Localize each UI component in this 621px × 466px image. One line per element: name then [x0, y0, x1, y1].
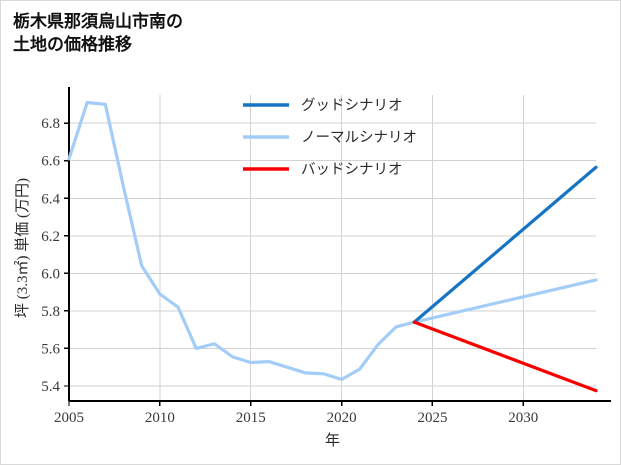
x-tick-label: 2030 — [508, 410, 538, 426]
y-tick-label: 5.6 — [41, 341, 60, 357]
series-group — [67, 100, 598, 393]
y-tick-label: 6.2 — [41, 229, 60, 245]
x-tick-label: 2025 — [417, 410, 447, 426]
series-line-ノーマルシナリオ — [67, 100, 598, 382]
legend-label-1: ノーマルシナリオ — [301, 130, 417, 146]
legend-label-2: バッドシナリオ — [301, 162, 403, 178]
x-tick-label: 2005 — [54, 410, 84, 426]
x-tick-label: 2020 — [327, 410, 357, 426]
y-tick-label: 6.4 — [41, 191, 60, 207]
series-line-バッドシナリオ — [412, 320, 598, 393]
y-tick-label: 6.8 — [41, 116, 60, 132]
gridlines-group — [68, 95, 596, 401]
y-tick-label: 6.6 — [41, 154, 60, 170]
y-tick-label: 6.0 — [41, 266, 60, 282]
y-tick-label: 5.4 — [41, 379, 60, 395]
page-title: 栃木県那須烏山市南の 土地の価格推移 — [13, 12, 183, 54]
axis-names-group: 年 坪 (3.3㎡) 単価 (万円) — [14, 178, 340, 449]
x-tick-label: 2010 — [145, 410, 175, 426]
x-tick-label: 2015 — [236, 410, 266, 426]
series-line-グッドシナリオ — [412, 165, 598, 324]
x-axis-label: 年 — [325, 432, 340, 449]
legend-label-0: グッドシナリオ — [301, 97, 403, 114]
axis-spines-group — [64, 87, 611, 406]
y-tick-label: 5.8 — [41, 304, 60, 320]
y-axis-label: 坪 (3.3㎡) 単価 (万円) — [14, 178, 31, 318]
tick-labels-group: 5.4 5.6 5.8 6.0 6.2 6.4 6.6 6.8 2005 2010 2015 2020… — [41, 116, 538, 426]
